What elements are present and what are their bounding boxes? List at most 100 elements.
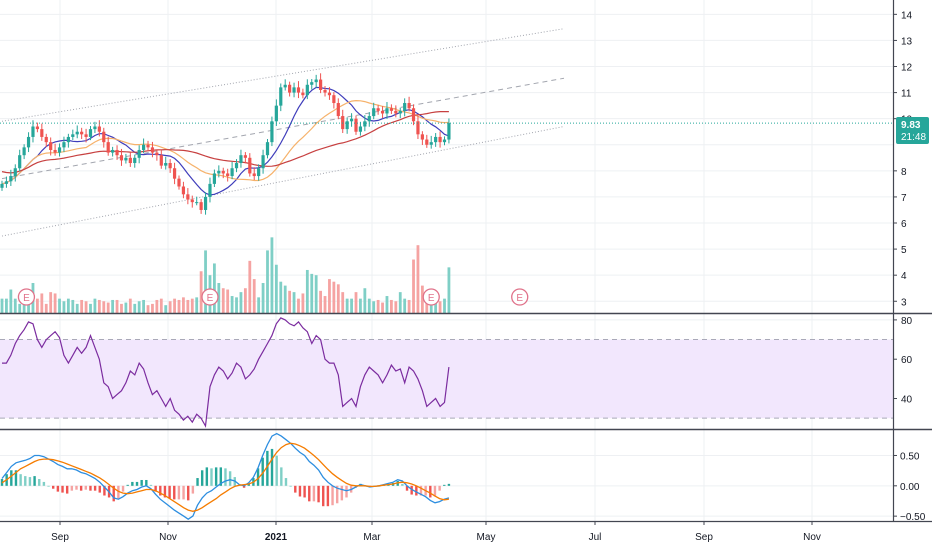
candle-body xyxy=(190,199,194,203)
candle xyxy=(44,133,48,147)
candle xyxy=(35,122,39,133)
volume-bar xyxy=(155,299,159,313)
time-axis-label: Nov xyxy=(159,532,177,543)
earnings-marker[interactable]: E xyxy=(17,288,36,306)
volume-bar xyxy=(266,250,269,313)
candle xyxy=(226,168,230,182)
earnings-marker-circle[interactable] xyxy=(422,288,440,306)
moving-averages xyxy=(1,86,450,196)
macd-histogram-bar xyxy=(270,448,274,486)
candle xyxy=(40,123,44,141)
candle xyxy=(367,112,371,127)
candle xyxy=(411,104,416,126)
candle-body xyxy=(212,173,216,184)
macd-histogram-bar xyxy=(210,468,213,486)
candle xyxy=(314,74,318,88)
candle xyxy=(181,181,186,199)
volume-bar xyxy=(84,301,88,313)
candle-body xyxy=(4,181,9,184)
candle xyxy=(310,79,314,90)
candle xyxy=(66,133,70,148)
rsi-axis-label: 40 xyxy=(901,395,913,406)
volume-bar xyxy=(252,279,256,313)
macd-histogram-bar xyxy=(275,455,278,486)
macd-histogram-bar xyxy=(322,485,325,507)
candle-body xyxy=(75,131,79,135)
volume-bar xyxy=(164,305,168,313)
price-axis-label: 7 xyxy=(901,193,907,204)
macd-histogram-bar xyxy=(14,470,18,486)
time-axis-label: Sep xyxy=(695,532,713,543)
macd-histogram-bar xyxy=(93,485,97,491)
volume-bar xyxy=(279,281,283,313)
earnings-marker-circle[interactable] xyxy=(17,288,36,306)
candle-body xyxy=(26,136,31,148)
volume-bar xyxy=(217,283,221,313)
macd-histogram-bar xyxy=(401,483,404,486)
candle xyxy=(71,129,75,141)
candle xyxy=(305,79,309,100)
earnings-marker-label: E xyxy=(23,293,30,304)
candle-body xyxy=(376,108,380,111)
volume-bar xyxy=(128,298,132,313)
candle-body xyxy=(363,121,367,127)
volume-bar xyxy=(71,299,75,313)
price-candles xyxy=(0,73,451,215)
candle-body xyxy=(385,108,389,114)
candle-body xyxy=(22,147,26,156)
earnings-marker-circle[interactable] xyxy=(511,288,529,306)
volume-bar xyxy=(301,293,305,313)
earnings-marker[interactable]: E xyxy=(422,288,440,306)
last-price-label-bg xyxy=(896,117,929,144)
candle xyxy=(380,106,385,119)
macd-histogram-bar xyxy=(219,467,223,486)
candle-body xyxy=(420,134,424,140)
macd-histogram-bar xyxy=(312,485,316,502)
candle xyxy=(252,167,256,180)
earnings-marker[interactable]: E xyxy=(511,288,529,306)
macd-histogram-bar xyxy=(61,485,64,493)
sma-fast-line xyxy=(1,86,450,196)
candle-body xyxy=(159,155,163,166)
macd-histogram-bar xyxy=(187,485,190,501)
candle-body xyxy=(226,173,230,177)
price-axis-label: 13 xyxy=(901,36,913,47)
candle-body xyxy=(310,82,314,85)
volume-bar xyxy=(434,299,438,313)
candle-body xyxy=(230,168,234,177)
volume-bar xyxy=(226,289,230,313)
volume-bar xyxy=(159,298,163,313)
candle xyxy=(319,73,323,94)
volume-bar xyxy=(5,298,8,313)
candle-body xyxy=(296,87,301,93)
earnings-marker-circle[interactable] xyxy=(201,288,219,306)
macd-histogram-bar xyxy=(256,468,260,486)
macd-histogram-bar xyxy=(145,479,148,486)
candle xyxy=(261,149,265,174)
candle-body xyxy=(239,155,243,164)
candle-body xyxy=(80,131,84,135)
macd-histogram-bar xyxy=(345,485,348,498)
candle-body xyxy=(336,103,340,117)
volume-bar xyxy=(173,298,176,313)
candle xyxy=(155,149,159,161)
earnings-marker[interactable]: E xyxy=(201,288,219,306)
candle xyxy=(416,115,420,140)
pane-separators[interactable] xyxy=(0,0,932,523)
macd-histogram-bar xyxy=(168,485,171,499)
macd-histogram-bar xyxy=(154,485,157,492)
candle xyxy=(177,175,181,190)
candle-body xyxy=(181,186,186,195)
macd-histogram-bar xyxy=(163,485,167,498)
macd-axis-label: −0.50 xyxy=(900,512,926,523)
volume-bar xyxy=(168,301,172,313)
candle-body xyxy=(380,110,385,114)
volume-bar xyxy=(376,299,380,313)
candle-body xyxy=(319,79,323,90)
volume-bar xyxy=(124,302,128,313)
candle-body xyxy=(398,110,402,114)
volume-bar xyxy=(443,298,446,313)
